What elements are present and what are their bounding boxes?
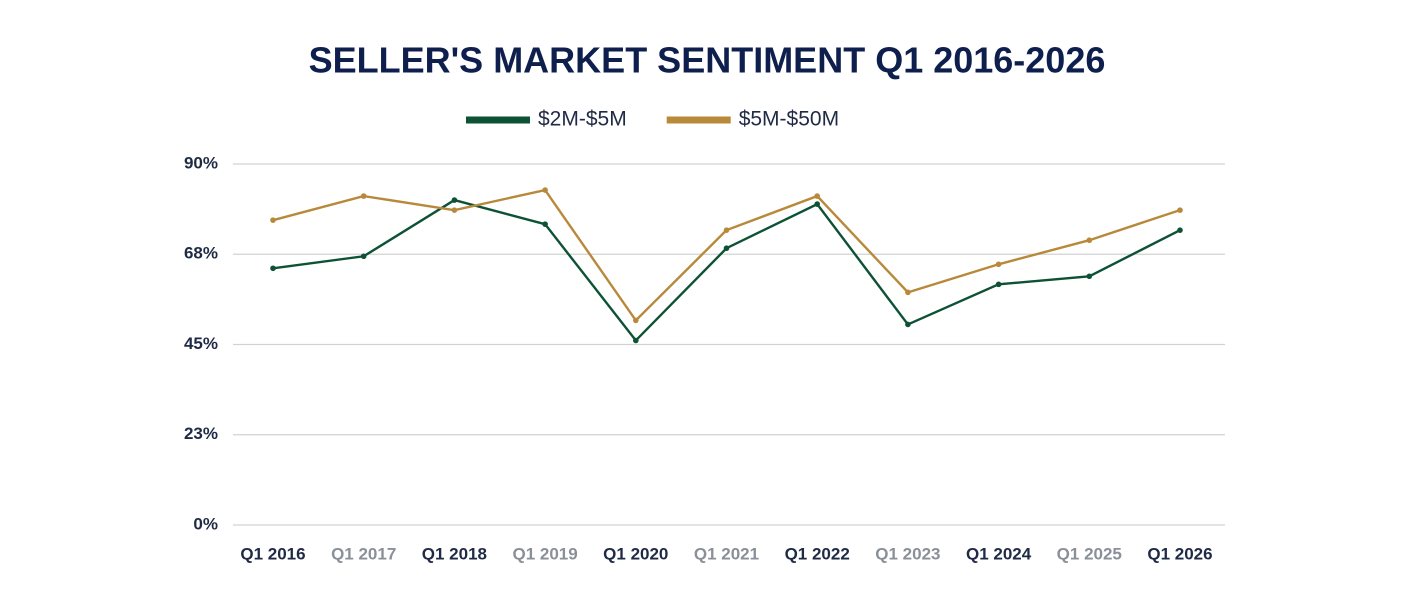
data-point bbox=[995, 261, 1002, 268]
x-tick-label: Q1 2024 bbox=[966, 544, 1032, 563]
y-tick-label: 45% bbox=[184, 334, 218, 353]
y-tick-label: 23% bbox=[184, 424, 218, 443]
data-point bbox=[451, 197, 458, 203]
x-tick-label: Q1 2025 bbox=[1057, 544, 1122, 563]
x-tick-label: Q1 2021 bbox=[694, 544, 759, 563]
data-point bbox=[1086, 237, 1093, 244]
data-point bbox=[1177, 207, 1183, 213]
data-point bbox=[1177, 227, 1183, 233]
data-point bbox=[360, 193, 367, 199]
x-tick-label: Q1 2020 bbox=[603, 544, 668, 563]
data-point bbox=[723, 227, 730, 233]
data-point bbox=[814, 201, 820, 207]
data-point bbox=[814, 193, 820, 199]
x-tick-label: Q1 2018 bbox=[422, 544, 487, 563]
x-tick-label: Q1 2019 bbox=[512, 544, 577, 563]
x-tick-label: Q1 2017 bbox=[331, 544, 396, 563]
y-tick-label: 0% bbox=[193, 514, 218, 533]
chart-title: SELLER'S MARKET SENTIMENT Q1 2016-2026 bbox=[309, 40, 1106, 81]
data-point bbox=[360, 253, 367, 260]
data-point bbox=[542, 221, 548, 227]
x-tick-label: Q1 2023 bbox=[875, 544, 940, 563]
data-point bbox=[451, 207, 458, 213]
data-point bbox=[633, 337, 639, 344]
y-tick-label: 90% bbox=[184, 153, 218, 172]
data-point bbox=[633, 317, 639, 324]
data-point bbox=[905, 321, 911, 328]
legend-label: $5M-$50M bbox=[739, 108, 839, 131]
series-line bbox=[272, 188, 1181, 323]
legend-label: $2M-$5M bbox=[538, 108, 627, 131]
data-point bbox=[542, 187, 548, 193]
data-point bbox=[995, 281, 1002, 288]
data-point bbox=[270, 217, 276, 223]
x-tick-label: Q1 2026 bbox=[1147, 544, 1212, 563]
data-point bbox=[905, 289, 911, 296]
x-tick-label: Q1 2022 bbox=[785, 544, 850, 563]
series-line bbox=[272, 198, 1181, 343]
data-point bbox=[1086, 273, 1093, 280]
y-tick-label: 68% bbox=[184, 244, 218, 263]
data-point bbox=[270, 265, 276, 272]
x-tick-label: Q1 2016 bbox=[240, 544, 305, 563]
data-point bbox=[723, 245, 730, 252]
